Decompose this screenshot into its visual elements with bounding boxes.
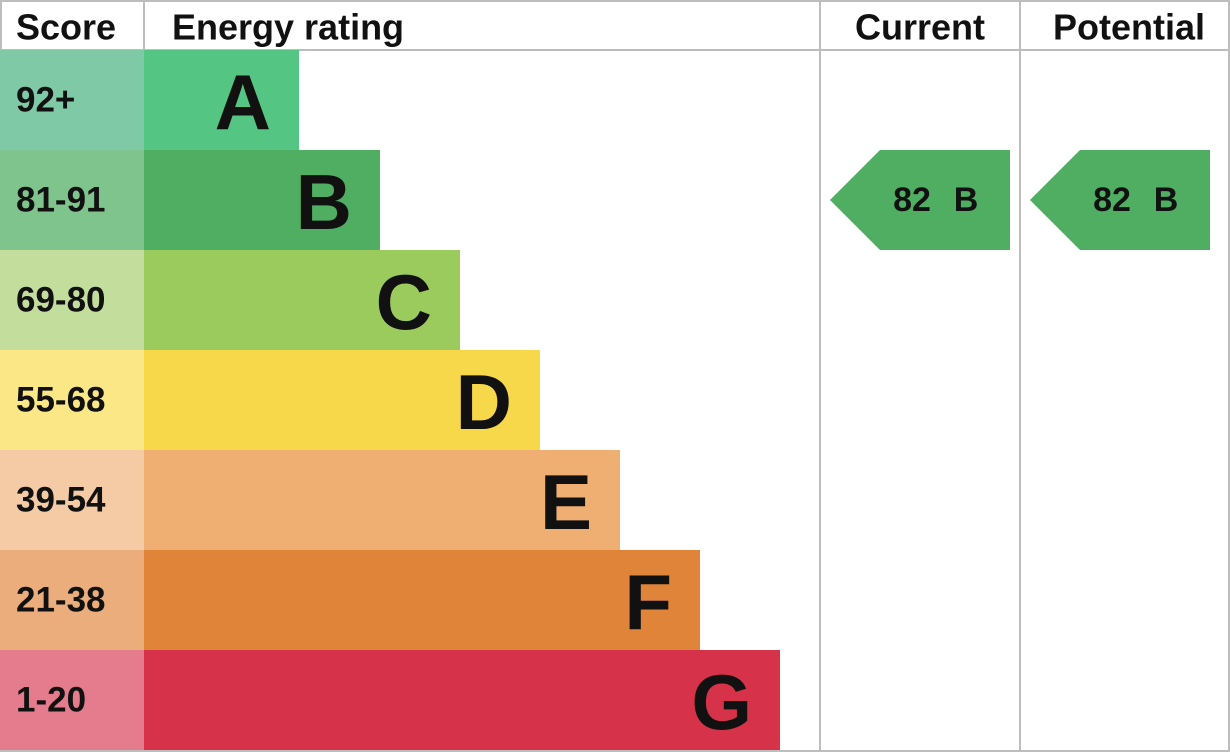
score-cell <box>0 150 144 250</box>
rating-bar <box>144 250 460 350</box>
score-label: 21-38 <box>16 581 106 620</box>
score-label: 55-68 <box>16 381 106 420</box>
score-cell <box>0 650 144 750</box>
rating-bar <box>144 550 700 650</box>
potential-letter: B <box>1154 181 1179 219</box>
rating-letter: B <box>296 158 352 246</box>
current-letter: B <box>954 181 979 219</box>
score-cell <box>0 450 144 550</box>
rating-letter: C <box>376 258 432 346</box>
rating-bar <box>144 450 620 550</box>
rating-header: Energy rating <box>172 7 404 48</box>
score-cell <box>0 250 144 350</box>
rating-letter: F <box>624 558 672 646</box>
rating-letter: G <box>691 658 752 746</box>
potential-header: Potential <box>1053 7 1205 48</box>
current-arrow <box>830 150 1010 250</box>
potential-score: 82 <box>1093 181 1131 219</box>
rating-letter: A <box>215 58 271 146</box>
potential-arrow <box>1030 150 1210 250</box>
score-header: Score <box>16 7 116 48</box>
current-score: 82 <box>893 181 931 219</box>
rating-bar <box>144 50 299 150</box>
score-cell <box>0 350 144 450</box>
score-label: 39-54 <box>16 481 106 520</box>
rating-letter: E <box>540 458 592 546</box>
rating-letter: D <box>456 358 512 446</box>
score-label: 92+ <box>16 81 75 120</box>
score-label: 69-80 <box>16 281 106 320</box>
score-cell <box>0 550 144 650</box>
score-label: 81-91 <box>16 181 106 220</box>
score-label: 1-20 <box>16 681 86 720</box>
rating-bar <box>144 150 380 250</box>
rating-bar <box>144 350 540 450</box>
rating-bar <box>144 650 780 750</box>
current-header: Current <box>855 7 985 48</box>
score-cell <box>0 50 144 150</box>
